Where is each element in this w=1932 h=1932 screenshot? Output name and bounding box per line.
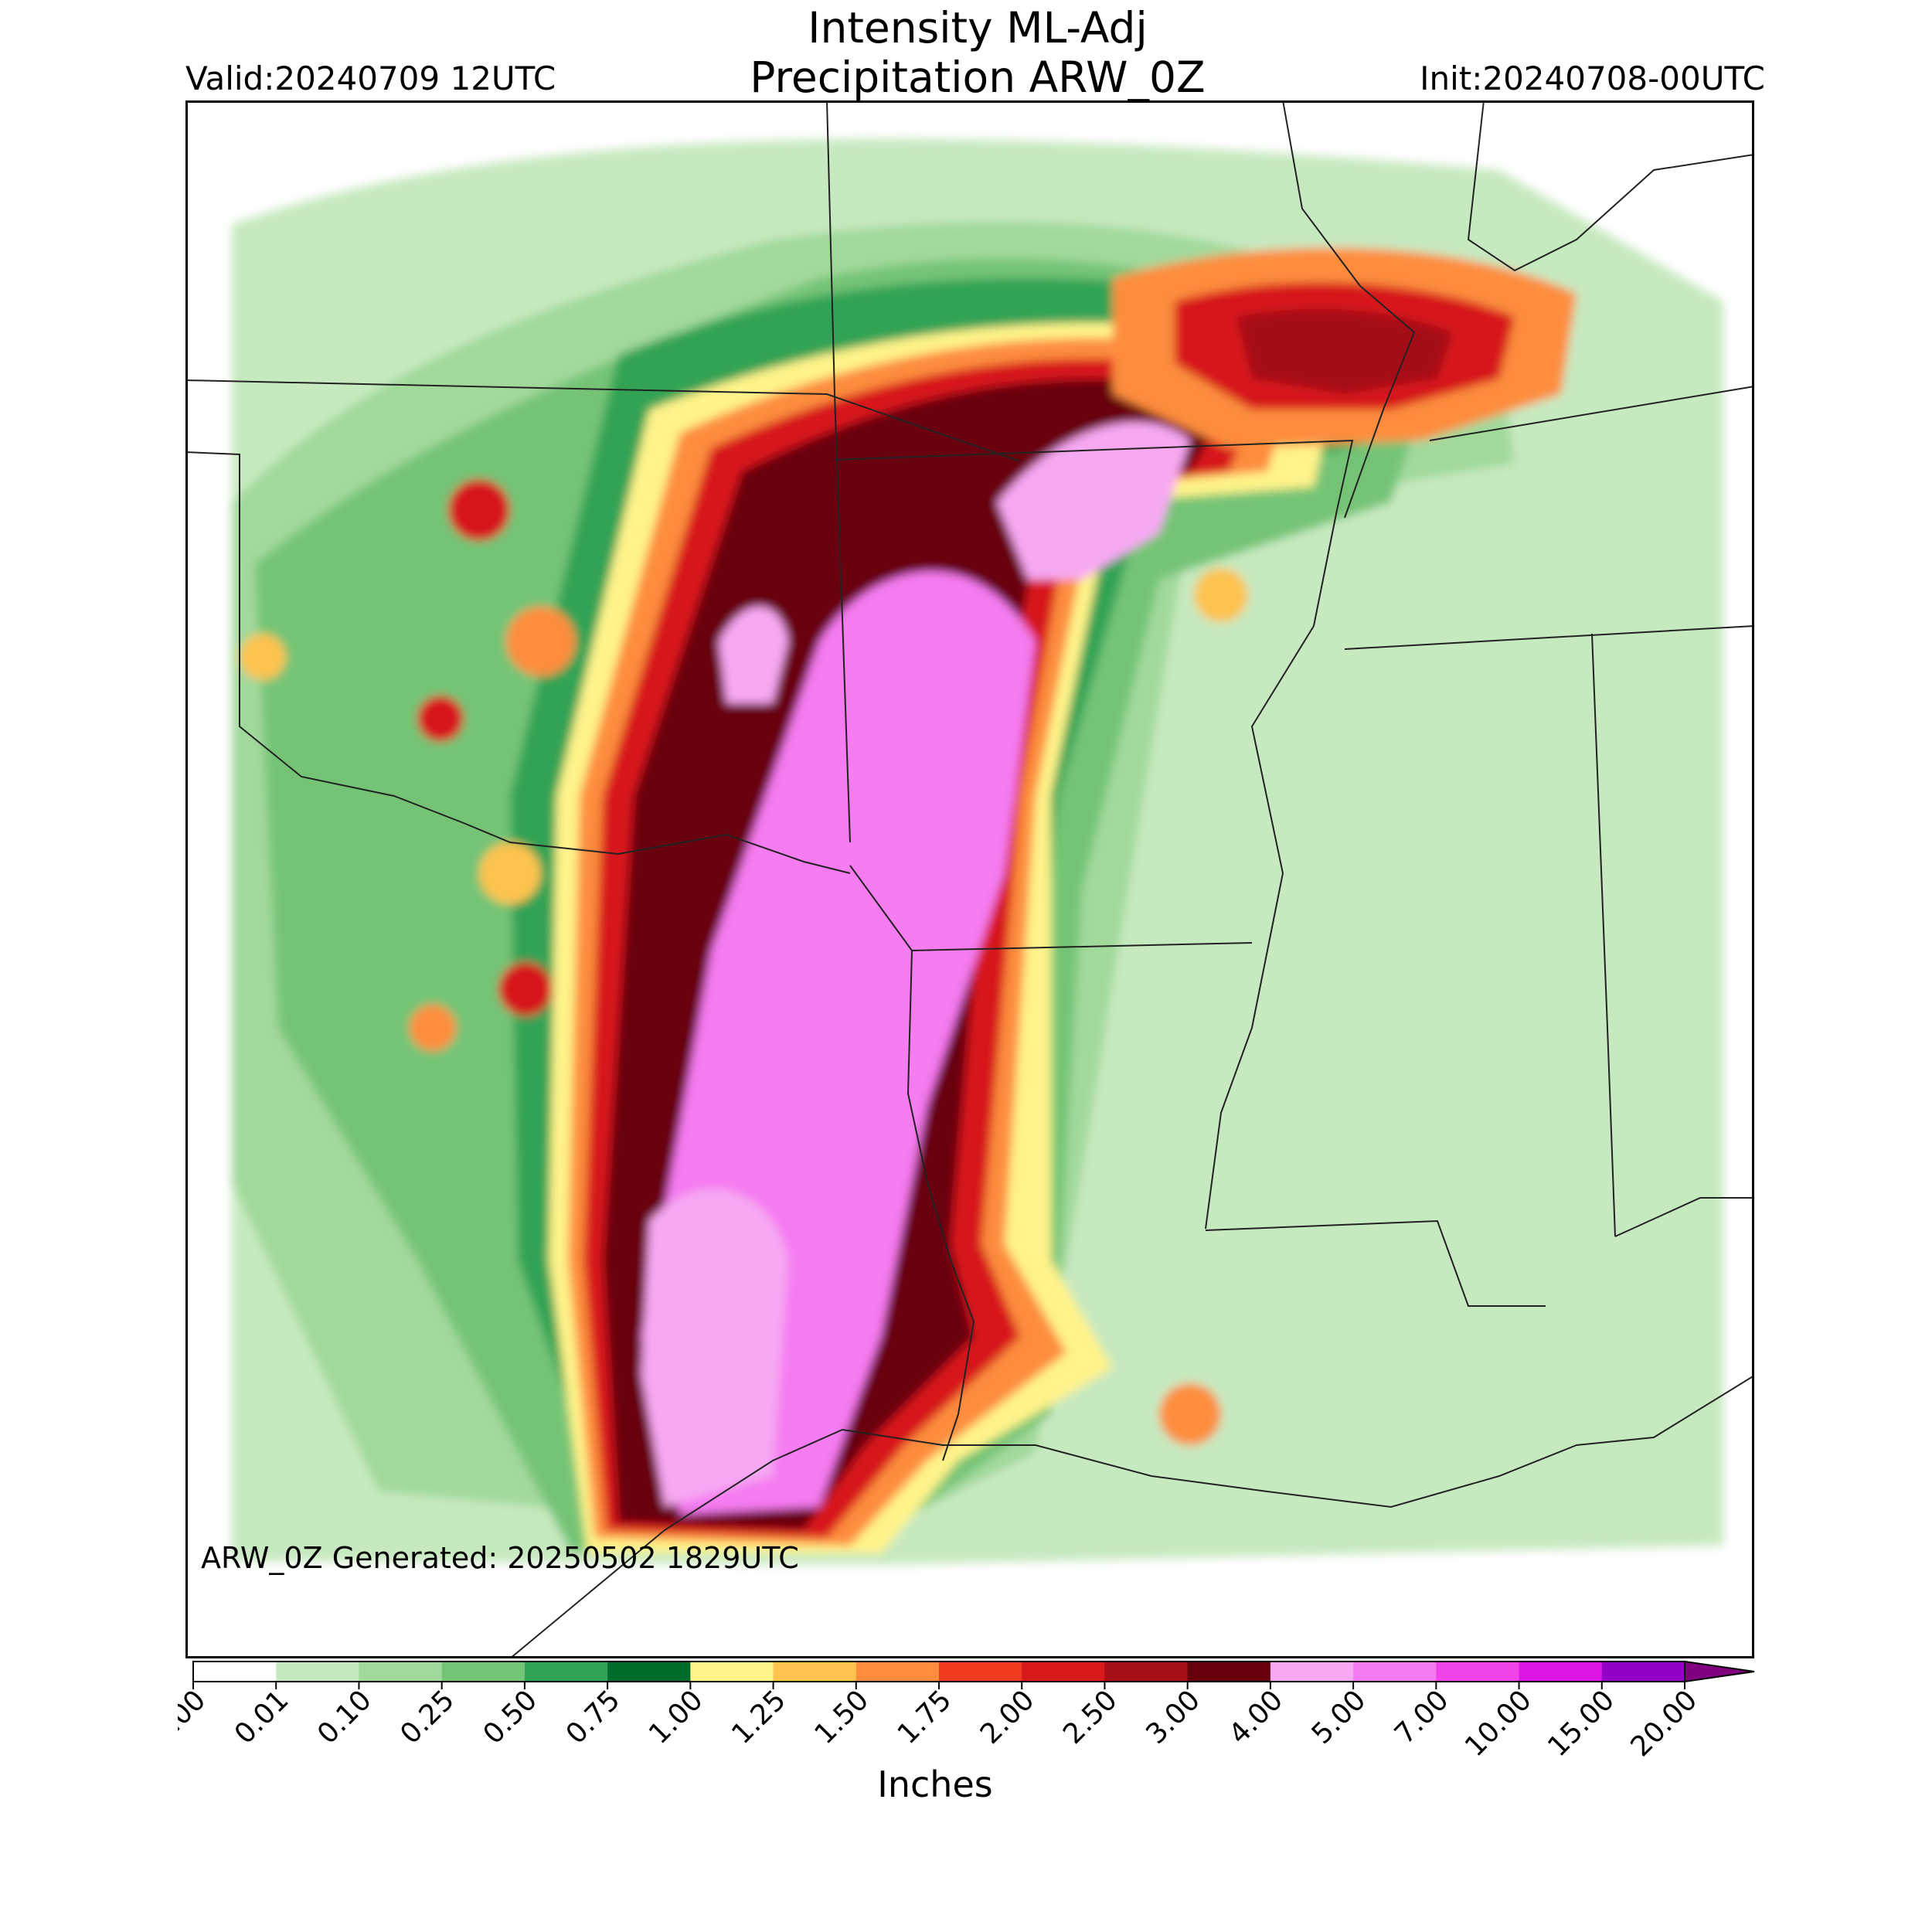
colorbar-tick-label: 15.00 bbox=[1542, 1684, 1621, 1763]
precip-pink-west bbox=[719, 607, 788, 703]
precip-cell bbox=[240, 634, 286, 680]
colorbar: 0.00 0.01 0.10 0.25 0.50 0.75 1.00 1.25 1.50 1.75… bbox=[178, 1660, 1755, 1763]
ok-tx-panhandle-border bbox=[185, 451, 851, 874]
ky-tn-border bbox=[1429, 386, 1754, 441]
colorbar-swatch bbox=[441, 1662, 526, 1682]
mo-east-border bbox=[1282, 100, 1416, 519]
ks-ok-border bbox=[185, 379, 1021, 462]
colorbar-swatch bbox=[1436, 1662, 1520, 1682]
init-time-label: Init:20240708-00UTC bbox=[1420, 60, 1765, 97]
ar-la-border bbox=[906, 950, 975, 1461]
river-east bbox=[1467, 100, 1754, 272]
ok-mo-border bbox=[826, 100, 835, 395]
colorbar-tick-label: 5.00 bbox=[1306, 1684, 1372, 1750]
colorbar-tick-label: 0.75 bbox=[560, 1684, 627, 1750]
precip-pink-south bbox=[641, 1189, 788, 1507]
colorbar-swatch bbox=[1187, 1662, 1271, 1682]
colorbar-extend-arrow bbox=[1684, 1660, 1755, 1683]
precipitation-map bbox=[185, 100, 1754, 1658]
map-frame bbox=[185, 100, 1754, 1658]
colorbar-tick-label: 1.25 bbox=[726, 1684, 792, 1750]
colorbar-tick-label: 1.00 bbox=[643, 1684, 709, 1750]
colorbar-swatch bbox=[1601, 1662, 1685, 1682]
precip-pink-north bbox=[997, 422, 1190, 580]
colorbar-label: Inches bbox=[877, 1764, 993, 1805]
colorbar-tick-label: 1.75 bbox=[892, 1684, 958, 1750]
colorbar-swatch bbox=[359, 1662, 443, 1682]
colorbar-swatch bbox=[939, 1662, 1022, 1682]
colorbar-tick-label: 20.00 bbox=[1624, 1684, 1703, 1763]
gulf-coast bbox=[509, 1375, 1754, 1658]
generated-timestamp: ARW_0Z Generated: 20250502 1829UTC bbox=[201, 1541, 799, 1575]
colorbar-swatch bbox=[193, 1662, 277, 1682]
la-ms-border bbox=[1205, 1219, 1546, 1307]
colorbar-swatch bbox=[773, 1662, 857, 1682]
colorbar-tick-label: 10.00 bbox=[1459, 1684, 1538, 1763]
ar-ms-border bbox=[1205, 509, 1338, 1230]
ok-ar-border bbox=[834, 393, 851, 843]
ms-al-border bbox=[1591, 633, 1616, 1237]
precip-cell bbox=[479, 842, 541, 904]
colorbar-tick-label: 3.00 bbox=[1140, 1684, 1206, 1750]
colorbar-tick-label: 7.00 bbox=[1389, 1684, 1455, 1750]
precip-cell bbox=[1194, 568, 1248, 622]
precip-cell bbox=[448, 479, 510, 541]
precip-cell bbox=[1352, 340, 1399, 386]
colorbar-swatch bbox=[1353, 1662, 1437, 1682]
colorbar-swatch bbox=[607, 1662, 691, 1682]
colorbar-tick-label: 0.50 bbox=[478, 1684, 544, 1750]
colorbar-tick-label: 0.25 bbox=[394, 1684, 461, 1750]
al-fl-border bbox=[1614, 1197, 1754, 1237]
state-boundaries bbox=[185, 100, 1754, 1658]
colorbar-tick-label: 2.00 bbox=[975, 1684, 1041, 1750]
precip-field bbox=[232, 138, 1723, 1565]
colorbar-tick-label: 1.50 bbox=[808, 1684, 875, 1750]
colorbar-swatch bbox=[690, 1662, 774, 1682]
colorbar-tick-label: 0.10 bbox=[311, 1684, 378, 1750]
colorbar-swatch bbox=[524, 1662, 608, 1682]
colorbar-swatch bbox=[276, 1662, 359, 1682]
map-title-line2: Precipitation ARW_0Z bbox=[750, 53, 1206, 102]
colorbar-swatch bbox=[855, 1662, 940, 1682]
precip-cell bbox=[417, 696, 464, 742]
precip-cell bbox=[506, 607, 576, 676]
mo-ar-border bbox=[834, 439, 1354, 511]
valid-time-label: Valid:20240709 12UTC bbox=[185, 60, 556, 97]
colorbar-tick-label: 0.01 bbox=[229, 1684, 295, 1750]
colorbar-swatch bbox=[1270, 1662, 1354, 1682]
precip-cell bbox=[1159, 1383, 1221, 1445]
colorbar-tick-label: 4.00 bbox=[1223, 1684, 1290, 1750]
colorbar-swatch bbox=[1519, 1662, 1603, 1682]
precip-cell bbox=[410, 1005, 456, 1051]
colorbar-swatch bbox=[1104, 1662, 1189, 1682]
colorbar-tick-label: 2.50 bbox=[1057, 1684, 1124, 1750]
precip-cell bbox=[498, 962, 553, 1016]
tn-ms-border bbox=[1344, 625, 1754, 650]
colorbar-tick-label: 0.00 bbox=[178, 1684, 212, 1750]
map-title-line1: Intensity ML-Adj bbox=[808, 3, 1148, 53]
colorbar-swatch bbox=[1022, 1662, 1105, 1682]
